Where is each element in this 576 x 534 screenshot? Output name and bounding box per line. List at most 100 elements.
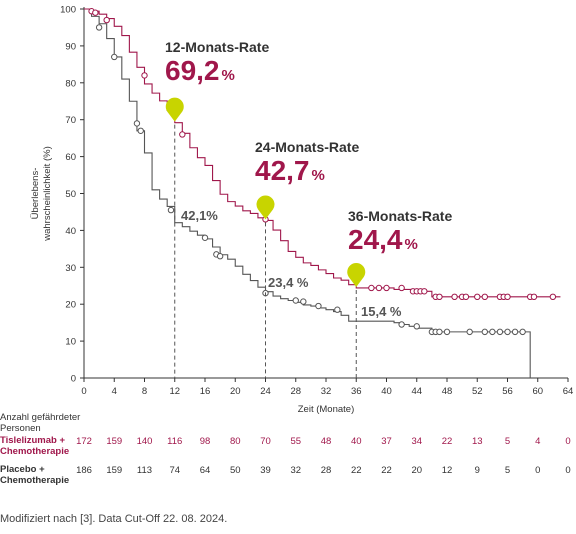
at-risk-count: 186 [76,465,92,476]
censor-mark [466,328,473,336]
landmark-tisle-value: 69,2% [165,55,235,86]
y-tick-label: 70 [65,115,76,126]
x-tick-label: 4 [112,386,117,397]
landmark-placebo-value: 42,1% [181,208,218,223]
landmark-placebo-value: 15,4 % [361,304,402,319]
landmark-tisle-number: 24,4 [348,224,403,255]
at-risk-count: 70 [260,436,271,447]
at-risk-count: 32 [290,465,301,476]
x-tick-label: 64 [563,386,574,397]
y-tick-label: 0 [71,374,76,385]
censor-mark [300,298,307,305]
censor-mark [216,253,224,260]
censor-mark [141,72,148,79]
y-tick-label: 10 [65,337,76,348]
censor-mark [103,16,110,24]
x-tick-label: 12 [169,386,180,397]
censor-mark [443,328,451,336]
series-line-tislelizumab [84,8,561,298]
censor-mark [375,284,383,292]
censor-mark [504,328,511,336]
at-risk-count: 22 [442,436,453,447]
landmark-tisle-value: 24,4% [348,224,418,255]
at-risk-count: 48 [321,436,332,447]
x-tick-label: 20 [230,386,241,397]
x-tick-label: 60 [532,386,543,397]
landmark-placebo-value: 23,4 % [268,275,309,290]
x-tick-label: 40 [381,386,392,397]
at-risk-count: 98 [200,436,211,447]
x-tick-label: 48 [442,386,453,397]
censor-mark [504,293,511,301]
at-risk-count: 50 [230,465,241,476]
y-tick-label: 30 [65,263,76,274]
censor-mark [179,131,186,138]
at-risk-count: 0 [535,465,540,476]
censor-mark [474,293,481,301]
at-risk-count: 4 [535,436,540,447]
censor-mark [421,288,428,295]
landmark-percent-sign: % [405,236,418,253]
landmark-percent-sign: % [222,67,235,84]
at-risk-row-label: Chemotherapie [0,446,69,457]
at-risk-count: 5 [505,436,510,447]
at-risk-count: 34 [411,436,422,447]
y-tick-label: 100 [60,5,76,16]
at-risk-count: 12 [442,465,453,476]
y-tick-label: 60 [65,152,76,163]
at-risk-count: 22 [351,465,362,476]
y-tick-label: 50 [65,189,76,200]
censor-mark [315,302,322,310]
at-risk-header: Anzahl gefährdeter [0,412,80,423]
censor-mark [398,321,405,328]
x-tick-label: 24 [260,386,271,397]
censor-mark [137,127,144,134]
at-risk-count: 116 [167,436,182,447]
x-tick-label: 56 [502,386,513,397]
censor-mark [368,284,375,292]
censor-mark [201,234,209,241]
at-risk-count: 140 [137,436,153,447]
censor-mark [167,206,175,214]
censor-mark [436,293,443,301]
y-axis-title: Überlebens- [30,168,41,220]
at-risk-count: 13 [472,436,483,447]
at-risk-count: 5 [505,465,510,476]
x-tick-label: 52 [472,386,483,397]
landmark-pin-icon [256,195,275,220]
at-risk-count: 39 [260,465,271,476]
at-risk-count: 159 [106,465,122,476]
censor-mark [511,328,519,336]
at-risk-count: 0 [565,465,570,476]
censor-mark [489,328,496,336]
at-risk-row-label: Chemotherapie [0,475,69,486]
at-risk-count: 159 [106,436,122,447]
x-tick-label: 8 [142,386,147,397]
censor-mark [95,24,103,31]
series-line-placebo [84,8,531,378]
landmark-title: 12-Monats-Rate [165,39,269,55]
at-risk-count: 9 [475,465,480,476]
y-tick-label: 90 [65,41,76,52]
y-tick-label: 20 [65,300,76,311]
at-risk-count: 22 [381,465,392,476]
censor-mark [549,293,557,301]
at-risk-count: 28 [321,465,332,476]
censor-mark [133,120,141,127]
y-axis-title: wahrscheinlichkeit (%) [42,146,53,242]
censor-mark [334,306,341,313]
x-tick-label: 0 [81,386,86,397]
landmark-title: 36-Monats-Rate [348,208,452,224]
censor-mark [462,293,470,301]
censor-mark [451,293,458,301]
censor-mark [398,284,405,292]
at-risk-count: 37 [381,436,392,447]
at-risk-count: 0 [565,436,570,447]
at-risk-count: 113 [137,465,152,476]
x-tick-label: 16 [200,386,211,397]
censor-mark [292,297,299,304]
at-risk-count: 80 [230,436,241,447]
landmark-pin-icon [165,97,184,122]
censor-mark [413,323,420,330]
